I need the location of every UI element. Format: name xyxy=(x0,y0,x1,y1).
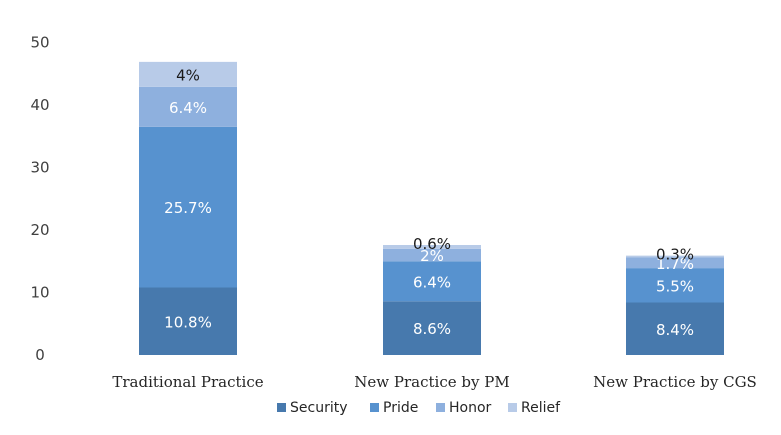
data-label-honor-1: 6.4% xyxy=(169,99,207,117)
legend-swatch xyxy=(370,403,379,412)
legend-swatch xyxy=(436,403,445,412)
legend-swatch xyxy=(277,403,286,412)
data-label-relief-2: 0.6% xyxy=(413,235,451,253)
data-label-relief-3: 0.3% xyxy=(656,246,694,264)
bar-relief-2 xyxy=(383,245,481,249)
data-label-pride-3: 5.5% xyxy=(656,277,694,295)
legend-label: Pride xyxy=(383,400,418,416)
data-label-pride-1: 25.7% xyxy=(164,199,212,217)
legend-label: Security xyxy=(290,400,348,416)
legend-item-pride: Pride xyxy=(370,400,418,416)
data-label-security-3: 8.4% xyxy=(656,321,694,339)
data-label-honor-2: 2% xyxy=(420,247,444,265)
bar-security-3 xyxy=(626,302,724,355)
bar-honor-3 xyxy=(626,257,724,269)
y-tick-label: 50 xyxy=(30,34,49,52)
y-axis: 0 10 20 30 40 50 xyxy=(30,34,49,365)
legend-label: Honor xyxy=(449,400,492,416)
bar-pride-2 xyxy=(383,261,481,302)
bar-honor-1 xyxy=(139,86,237,127)
legend-item-security: Security xyxy=(277,400,348,416)
legend: Security Pride Honor Relief xyxy=(277,400,561,416)
y-tick-label: 10 xyxy=(30,284,49,302)
y-tick-label: 40 xyxy=(30,96,49,114)
bar-honor-2 xyxy=(383,248,481,262)
bar-pride-1 xyxy=(139,126,237,288)
data-labels: 10.8% 8.6% 8.4% 25.7% 6.4% 5.5% 6.4% 2% 1.7% 4% 0.… xyxy=(164,66,694,338)
data-label-security-2: 8.6% xyxy=(413,320,451,338)
bar-security-1 xyxy=(139,287,237,355)
bar-relief-1 xyxy=(139,61,237,87)
bars xyxy=(139,61,724,355)
data-label-pride-2: 6.4% xyxy=(413,273,451,291)
legend-item-honor: Honor xyxy=(436,400,492,416)
bar-security-2 xyxy=(383,301,481,355)
legend-swatch xyxy=(508,403,517,412)
bar-relief-3 xyxy=(626,255,724,258)
bar-pride-3 xyxy=(626,268,724,303)
legend-item-relief: Relief xyxy=(508,400,561,416)
x-category-label: New Practice by CGS xyxy=(593,373,757,391)
data-label-security-1: 10.8% xyxy=(164,313,212,331)
y-tick-label: 20 xyxy=(30,221,49,239)
data-label-honor-3: 1.7% xyxy=(656,255,694,273)
data-label-relief-1: 4% xyxy=(176,66,200,84)
y-tick-label: 0 xyxy=(35,346,45,364)
y-tick-label: 30 xyxy=(30,159,49,177)
x-axis: Traditional Practice New Practice by PM Ne… xyxy=(112,373,756,391)
x-category-label: New Practice by PM xyxy=(354,373,509,391)
x-category-label: Traditional Practice xyxy=(112,373,263,391)
legend-label: Relief xyxy=(521,400,561,416)
